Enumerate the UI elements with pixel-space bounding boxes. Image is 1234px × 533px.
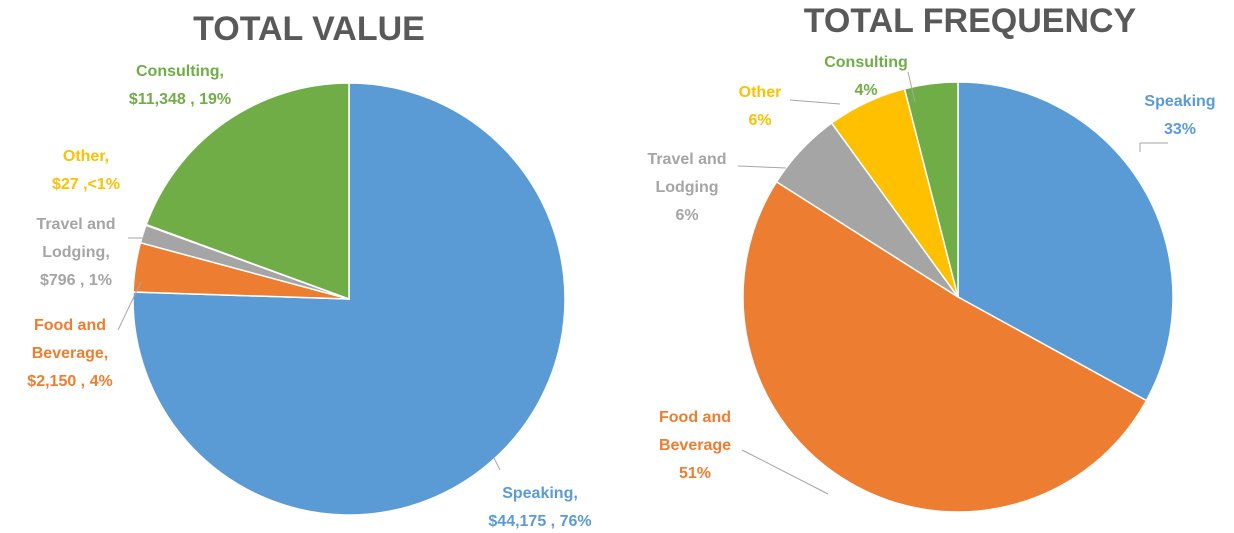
pie-slice xyxy=(145,82,350,301)
value-label: $2,150 , 4% xyxy=(27,373,113,390)
category-label: Consulting, xyxy=(136,63,224,80)
value-label: $11,348 , 19% xyxy=(128,91,232,108)
data-label: Food and Beverage 51% xyxy=(645,404,745,488)
category-label: Speaking, xyxy=(502,485,578,502)
value-label: $27 ,<1% xyxy=(51,176,121,193)
data-label: Travel and Lodging, $796 , 1% xyxy=(26,211,126,295)
data-label: Consulting, $11,348 , 19% xyxy=(80,58,280,114)
leader-line xyxy=(493,457,501,471)
leader-line xyxy=(117,281,142,331)
category-label: Travel and Lodging, xyxy=(36,216,116,261)
data-label: Consulting 4% xyxy=(816,49,916,105)
value-label: 51% xyxy=(678,465,712,482)
data-label: Travel and Lodging 6% xyxy=(637,146,737,230)
pie-slice xyxy=(957,81,1174,402)
chart-title: TOTAL FREQUENCY xyxy=(804,2,1137,40)
value-label: 6% xyxy=(675,207,699,224)
value-label: $796 , 1% xyxy=(39,272,113,289)
category-label: Other xyxy=(738,84,782,101)
value-label: 4% xyxy=(854,82,878,99)
category-label: Speaking xyxy=(1144,93,1216,110)
leader-line xyxy=(737,165,787,169)
chart-title: TOTAL VALUE xyxy=(193,10,425,48)
leader-line xyxy=(741,449,829,495)
leader-line xyxy=(789,99,841,105)
data-label: Food and Beverage, $2,150 , 4% xyxy=(20,312,120,396)
pie-slice xyxy=(903,81,959,298)
leader-line xyxy=(907,71,916,103)
pie-slice xyxy=(742,180,1148,513)
value-label: 33% xyxy=(1163,121,1197,138)
category-label: Food and Beverage, xyxy=(31,317,109,362)
category-label: Other, xyxy=(62,148,110,165)
data-label: Speaking 33% xyxy=(1120,88,1234,144)
data-label: Other 6% xyxy=(710,79,810,135)
category-label: Travel and Lodging xyxy=(647,151,727,196)
category-label: Food and Beverage xyxy=(658,409,732,454)
category-label: Consulting xyxy=(824,54,908,71)
value-label: 6% xyxy=(748,112,772,129)
data-label: Other, $27 ,<1% xyxy=(36,143,136,199)
data-label: Speaking, $44,175 , 76% xyxy=(440,480,640,533)
value-label: $44,175 , 76% xyxy=(488,513,592,530)
